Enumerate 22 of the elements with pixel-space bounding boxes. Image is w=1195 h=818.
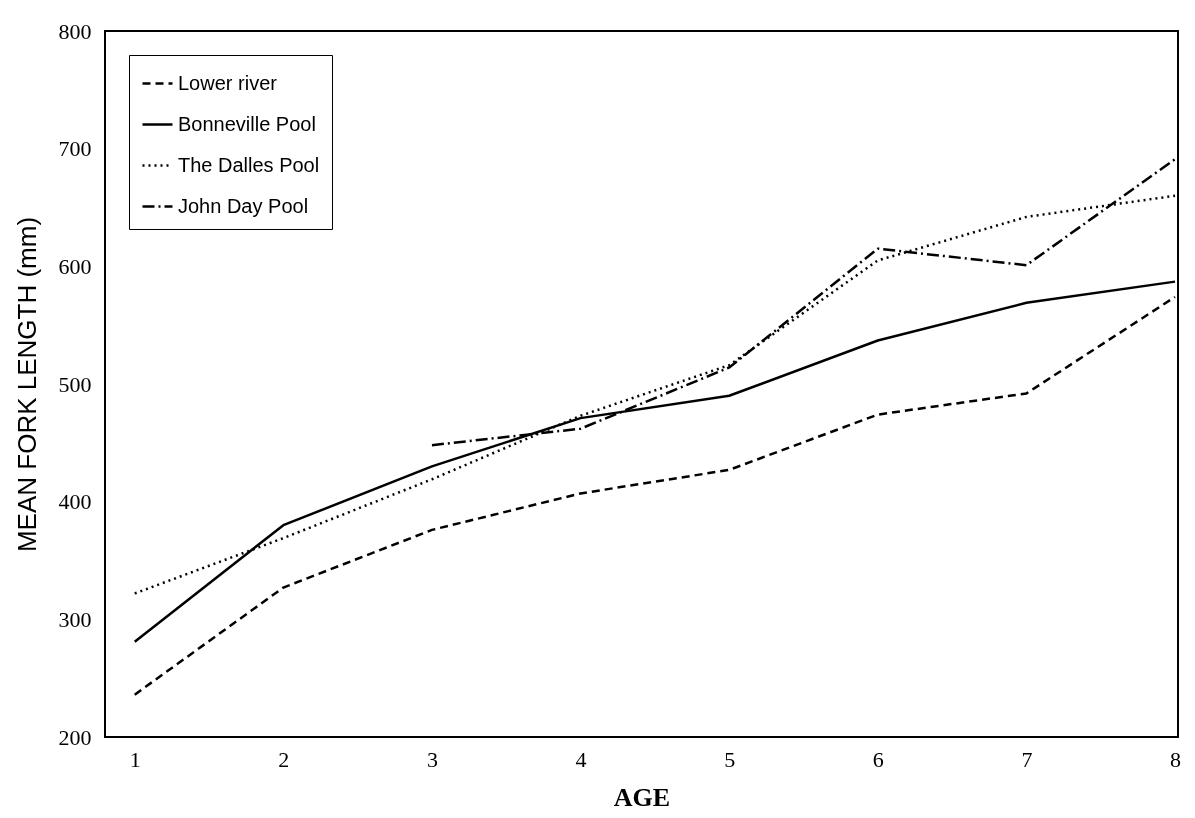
- y-tick-label: 200: [58, 724, 92, 750]
- x-tick-label: 7: [1021, 746, 1033, 772]
- y-tick-label: 700: [58, 136, 92, 162]
- x-tick-label: 6: [872, 746, 884, 772]
- x-tick-label: 5: [724, 746, 736, 772]
- y-tick-label: 600: [58, 253, 92, 279]
- legend-label: John Day Pool: [178, 194, 309, 217]
- y-tick-label: 500: [58, 371, 92, 397]
- legend-label: Lower river: [178, 71, 278, 94]
- line-series: [133, 295, 1177, 696]
- x-tick-label: 2: [278, 746, 290, 772]
- x-tick-label: 4: [575, 746, 587, 772]
- x-tick-label: 8: [1170, 746, 1182, 772]
- x-tick-label: 1: [129, 746, 141, 772]
- legend-label: The Dalles Pool: [178, 153, 320, 176]
- y-tick-label: 800: [58, 18, 92, 44]
- x-tick-label: 3: [426, 746, 438, 772]
- y-axis-title: MEAN FORK LENGTH (mm): [11, 216, 42, 553]
- y-tick-label: 400: [58, 489, 92, 515]
- legend-label: Bonneville Pool: [178, 112, 316, 135]
- x-axis-title: AGE: [613, 782, 671, 812]
- y-tick-label: 300: [58, 606, 92, 632]
